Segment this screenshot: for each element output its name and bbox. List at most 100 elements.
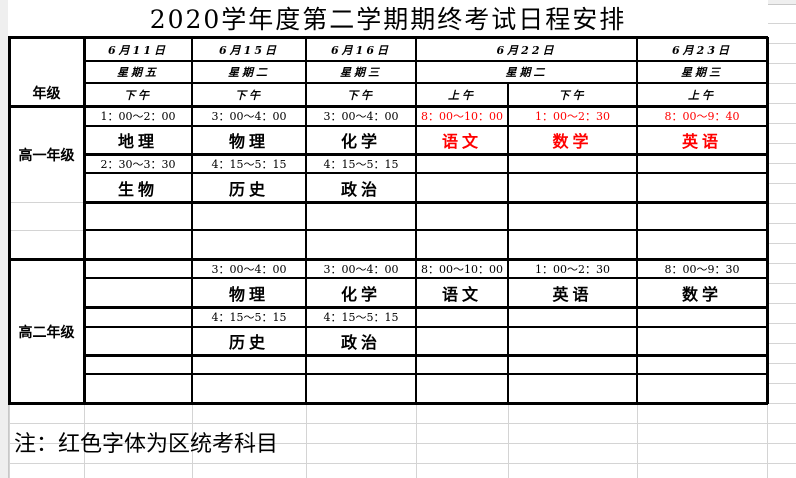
exam-time[interactable]: 4：15～5：15 <box>191 306 307 328</box>
weekday-header[interactable]: 星期二 <box>191 60 307 84</box>
exam-time[interactable]: 3：00～4：00 <box>191 105 307 127</box>
weekday-header[interactable]: 星期三 <box>305 60 417 84</box>
empty-cell[interactable] <box>305 373 417 404</box>
empty-cell[interactable] <box>636 201 768 231</box>
exam-subject[interactable]: 语文 <box>415 125 509 155</box>
empty-cell[interactable] <box>507 373 638 404</box>
empty-cell[interactable] <box>507 326 638 356</box>
thick-border <box>84 354 768 357</box>
empty-cell[interactable] <box>415 201 509 231</box>
date-header[interactable]: 6月22日 <box>415 37 638 62</box>
period-header[interactable]: 上午 <box>636 82 768 107</box>
empty-cell[interactable] <box>507 354 638 375</box>
grade-column-header[interactable]: 年级 <box>8 37 85 107</box>
exam-time[interactable]: 1：00～2：00 <box>83 105 193 127</box>
empty-cell[interactable] <box>636 172 768 203</box>
exam-subject[interactable]: 英语 <box>636 125 768 155</box>
period-header[interactable]: 下午 <box>191 82 307 107</box>
empty-cell[interactable] <box>636 326 768 356</box>
exam-subject[interactable]: 生物 <box>83 172 193 203</box>
empty-cell[interactable] <box>636 306 768 328</box>
empty-cell[interactable] <box>83 229 193 260</box>
empty-cell[interactable] <box>636 373 768 404</box>
exam-subject[interactable]: 语文 <box>415 277 509 308</box>
exam-time[interactable]: 1：00～2：30 <box>507 258 638 279</box>
empty-cell[interactable] <box>415 229 509 260</box>
date-header[interactable]: 6月23日 <box>636 37 768 62</box>
period-header[interactable]: 下午 <box>507 82 638 107</box>
exam-subject[interactable]: 数学 <box>636 277 768 308</box>
grade2-label-cell[interactable]: 高二年级 <box>8 258 85 404</box>
exam-subject[interactable]: 物理 <box>191 125 307 155</box>
empty-cell[interactable] <box>507 153 638 174</box>
empty-cell[interactable] <box>636 229 768 260</box>
period-header[interactable]: 上午 <box>415 82 509 107</box>
empty-cell[interactable] <box>636 153 768 174</box>
empty-cell[interactable] <box>191 373 307 404</box>
empty-cell[interactable] <box>191 229 307 260</box>
empty-cell[interactable] <box>191 354 307 375</box>
empty-cell[interactable] <box>507 229 638 260</box>
exam-time[interactable]: 4：15～5：15 <box>305 153 417 174</box>
exam-time[interactable]: 8：00～9：40 <box>636 105 768 127</box>
exam-time[interactable]: 2：30～3：30 <box>83 153 193 174</box>
exam-time-text: 4：15～5：15 <box>211 157 287 171</box>
exam-time-text: 3：00～4：00 <box>323 110 399 123</box>
empty-cell[interactable] <box>83 354 193 375</box>
empty-cell[interactable] <box>415 306 509 328</box>
exam-subject[interactable]: 政治 <box>305 326 417 356</box>
exam-time-text: 2：30～3：30 <box>100 157 176 171</box>
empty-cell[interactable] <box>83 326 193 356</box>
period-header[interactable]: 下午 <box>305 82 417 107</box>
exam-subject[interactable]: 历史 <box>191 172 307 203</box>
exam-time[interactable]: 8：00～10：00 <box>415 105 509 127</box>
page-title[interactable]: 2020学年度第二学期期终考试日程安排 <box>8 0 768 39</box>
date-header-text: 6月11日 <box>108 43 168 57</box>
exam-subject[interactable]: 地理 <box>83 125 193 155</box>
empty-cell[interactable] <box>305 201 417 231</box>
exam-time[interactable]: 8：00～9：30 <box>636 258 768 279</box>
exam-time[interactable]: 1：00～2：30 <box>507 105 638 127</box>
exam-subject[interactable]: 数学 <box>507 125 638 155</box>
empty-cell[interactable] <box>415 354 509 375</box>
empty-cell[interactable] <box>83 201 193 231</box>
empty-cell[interactable] <box>415 326 509 356</box>
exam-subject-text: 英语 <box>681 132 722 151</box>
footnote[interactable]: 注：红色字体为区统考科目 <box>14 432 279 457</box>
period-header[interactable]: 下午 <box>83 82 193 107</box>
date-header[interactable]: 6月16日 <box>305 37 417 62</box>
empty-cell[interactable] <box>83 277 193 308</box>
empty-cell[interactable] <box>305 229 417 260</box>
exam-time-text: 1：00～2：00 <box>100 110 176 123</box>
exam-subject[interactable]: 物理 <box>191 277 307 308</box>
empty-cell[interactable] <box>415 153 509 174</box>
weekday-header[interactable]: 星期二 <box>415 60 638 84</box>
exam-time[interactable]: 4：15～5：15 <box>191 153 307 174</box>
empty-cell[interactable] <box>507 201 638 231</box>
grade1-label-cell[interactable]: 高一年级 <box>8 105 85 260</box>
exam-subject[interactable]: 化学 <box>305 125 417 155</box>
exam-subject[interactable]: 政治 <box>305 172 417 203</box>
exam-time[interactable]: 8：00～10：00 <box>415 258 509 279</box>
date-header[interactable]: 6月11日 <box>83 37 193 62</box>
exam-subject[interactable]: 历史 <box>191 326 307 356</box>
exam-subject[interactable]: 化学 <box>305 277 417 308</box>
empty-cell[interactable] <box>507 306 638 328</box>
exam-time[interactable]: 3：00～4：00 <box>305 105 417 127</box>
date-header[interactable]: 6月15日 <box>191 37 307 62</box>
empty-cell[interactable] <box>83 306 193 328</box>
empty-cell[interactable] <box>415 172 509 203</box>
weekday-header[interactable]: 星期五 <box>83 60 193 84</box>
weekday-header[interactable]: 星期三 <box>636 60 768 84</box>
exam-time[interactable]: 3：00～4：00 <box>305 258 417 279</box>
empty-cell[interactable] <box>305 354 417 375</box>
empty-cell[interactable] <box>415 373 509 404</box>
exam-time[interactable]: 4：15～5：15 <box>305 306 417 328</box>
empty-cell[interactable] <box>191 201 307 231</box>
empty-cell[interactable] <box>507 172 638 203</box>
empty-cell[interactable] <box>83 258 193 279</box>
empty-cell[interactable] <box>636 354 768 375</box>
exam-time[interactable]: 3：00～4：00 <box>191 258 307 279</box>
empty-cell[interactable] <box>83 373 193 404</box>
exam-subject[interactable]: 英语 <box>507 277 638 308</box>
